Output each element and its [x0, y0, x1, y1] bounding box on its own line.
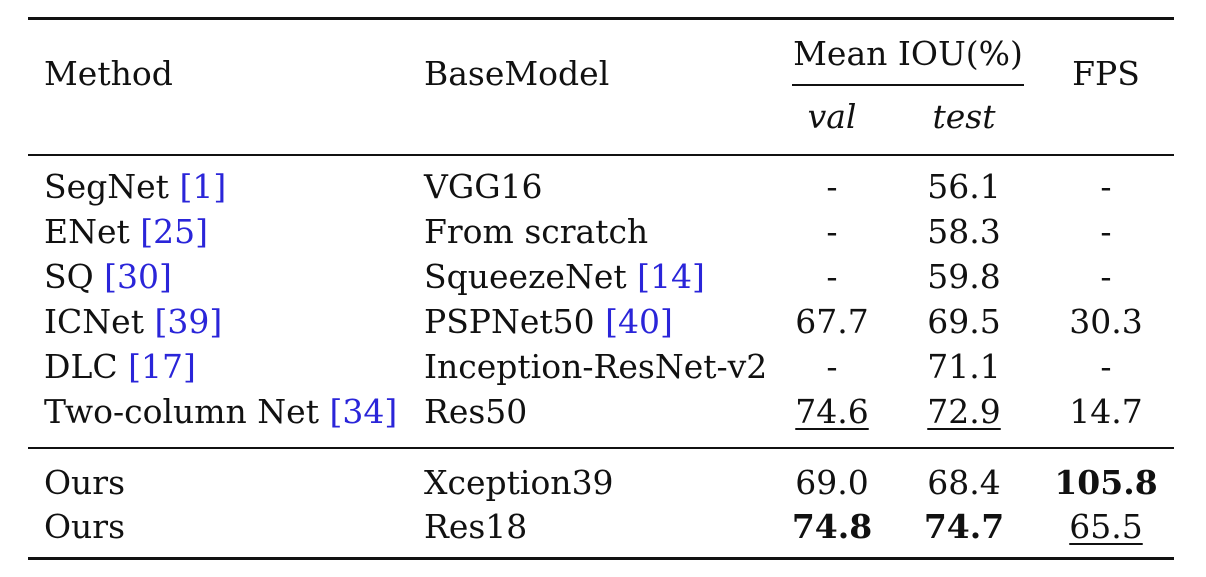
header-mean-iou: Mean IOU(%): [793, 34, 1023, 73]
table-row-test: 71.1: [927, 347, 1001, 386]
table-row-fps: -: [1100, 167, 1112, 206]
header-test: test: [932, 97, 996, 136]
table-row-fps: 105.8: [1054, 463, 1158, 502]
table-row-method: ICNet [39]: [44, 302, 223, 341]
table-row-method: SegNet [1]: [44, 167, 227, 206]
table-row-val: -: [826, 212, 838, 251]
table-row-basemodel: Inception-ResNet-v2: [424, 347, 768, 386]
table-row-val: -: [826, 257, 838, 296]
table-row-val: -: [826, 347, 838, 386]
table-row-basemodel: Res18: [424, 507, 528, 546]
table-row-fps: 30.3: [1069, 302, 1143, 341]
table-row-basemodel: SqueezeNet [14]: [424, 257, 705, 296]
table-row-test: 72.9: [927, 392, 1001, 431]
table-row-fps: -: [1100, 257, 1112, 296]
table-row-test: 59.8: [927, 257, 1001, 296]
table-row-method: Two-column Net [34]: [44, 392, 398, 431]
table-row-test: 69.5: [927, 302, 1001, 341]
table-row-method: DLC [17]: [44, 347, 196, 386]
table-row-method: ENet [25]: [44, 212, 209, 251]
table-row-method: SQ [30]: [44, 257, 172, 296]
table-row-test: 58.3: [927, 212, 1001, 251]
bottom-rule: [28, 557, 1174, 560]
table-row-test: 68.4: [927, 463, 1001, 502]
table-row-fps: 65.5: [1069, 507, 1143, 546]
table-row-basemodel: Res50: [424, 392, 528, 431]
table-row-val: 67.7: [795, 302, 869, 341]
table-row-fps: -: [1100, 212, 1112, 251]
table-row-method: Ours: [44, 507, 126, 546]
header-basemodel: BaseModel: [424, 54, 610, 93]
header-fps: FPS: [1072, 54, 1140, 93]
table-row-val: 74.6: [795, 392, 869, 431]
table-row-basemodel: Xception39: [424, 463, 614, 502]
table-row-test: 74.7: [923, 507, 1005, 546]
table-row-fps: -: [1100, 347, 1112, 386]
header-rule: [28, 154, 1174, 156]
table-row-fps: 14.7: [1069, 392, 1143, 431]
table-row-basemodel: PSPNet50 [40]: [424, 302, 673, 341]
group-separator-rule: [28, 447, 1174, 449]
table-row-test: 56.1: [927, 167, 1001, 206]
table-row-val: -: [826, 167, 838, 206]
table-row-basemodel: VGG16: [424, 167, 543, 206]
header-val: val: [807, 97, 857, 136]
table-row-val: 74.8: [791, 507, 873, 546]
header-method: Method: [44, 54, 173, 93]
mean-iou-group-rule: [792, 84, 1024, 86]
table-row-basemodel: From scratch: [424, 212, 649, 251]
table-row-val: 69.0: [795, 463, 869, 502]
top-rule: [28, 17, 1174, 20]
table-row-method: Ours: [44, 463, 126, 502]
